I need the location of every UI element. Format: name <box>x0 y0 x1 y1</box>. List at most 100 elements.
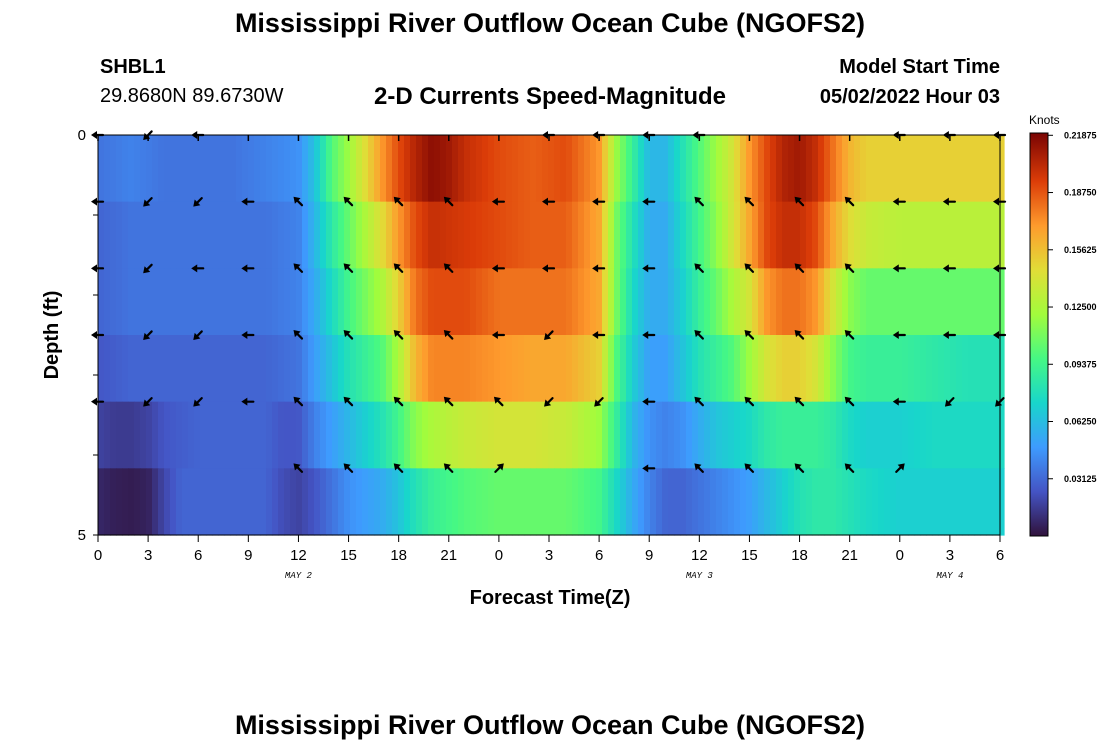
heatmap-cell <box>488 135 495 203</box>
heatmap-cell <box>758 135 765 203</box>
heatmap-cell <box>602 335 609 403</box>
current-arrow <box>844 196 855 207</box>
heatmap-cell <box>488 468 495 536</box>
heatmap-cell <box>332 401 339 469</box>
heatmap-cell <box>584 268 591 336</box>
heatmap-cell <box>518 468 525 536</box>
heatmap-cell <box>836 135 843 203</box>
heatmap-cell <box>734 335 741 403</box>
heatmap-cell <box>326 401 333 469</box>
heatmap-cell <box>548 135 555 203</box>
heatmap-cell <box>512 135 519 203</box>
heatmap-cell <box>530 201 537 269</box>
heatmap-cell <box>734 268 741 336</box>
heatmap-cell <box>644 335 651 403</box>
heatmap-cell <box>374 268 381 336</box>
heatmap-cell <box>98 335 105 403</box>
heatmap-cell <box>908 135 915 203</box>
heatmap-cell <box>446 268 453 336</box>
heatmap-cell <box>152 335 159 403</box>
heatmap-cell <box>806 468 813 536</box>
heatmap-cell <box>392 468 399 536</box>
x-tick-label: 9 <box>244 547 252 564</box>
heatmap-cell <box>710 401 717 469</box>
heatmap-cell <box>896 468 903 536</box>
heatmap-cell <box>182 401 189 469</box>
heatmap-cell <box>416 335 423 403</box>
heatmap-cell <box>968 268 975 336</box>
current-arrow <box>642 197 656 206</box>
heatmap-cell <box>674 468 681 536</box>
heatmap-cell <box>656 468 663 536</box>
heatmap-cell <box>122 268 129 336</box>
heatmap-cell <box>614 268 621 336</box>
heatmap-cell <box>356 135 363 203</box>
heatmap-cell <box>572 335 579 403</box>
heatmap-cell <box>950 468 957 536</box>
heatmap-cell <box>506 135 513 203</box>
heatmap-cell <box>224 335 231 403</box>
heatmap-cell <box>854 135 861 203</box>
heatmap-cell <box>674 335 681 403</box>
current-arrow <box>942 264 956 273</box>
heatmap-cell <box>242 401 249 469</box>
station-id: SHBL1 <box>100 56 166 78</box>
heatmap-cell <box>824 468 831 536</box>
heatmap-cell <box>512 268 519 336</box>
heatmap-cell <box>488 268 495 336</box>
heatmap-cell <box>284 401 291 469</box>
heatmap-cell <box>806 201 813 269</box>
current-arrow <box>892 197 906 206</box>
heatmap-cell <box>842 468 849 536</box>
heatmap-cell <box>860 201 867 269</box>
heatmap-cell <box>938 135 945 203</box>
heatmap-cell <box>326 201 333 269</box>
heatmap-cell <box>422 468 429 536</box>
heatmap-cell <box>710 135 717 203</box>
colorbar-tick-label: 0.12500 <box>1064 302 1097 312</box>
current-arrow <box>744 463 755 473</box>
heatmap-cell <box>428 135 435 203</box>
heatmap-cell <box>710 268 717 336</box>
heatmap-cell <box>470 335 477 403</box>
heatmap-cell <box>350 135 357 203</box>
heatmap-cell <box>968 468 975 536</box>
heatmap-cell <box>848 201 855 269</box>
x-tick-label: 15 <box>340 547 357 564</box>
x-tick-label: 21 <box>841 547 858 564</box>
heatmap-cell <box>302 468 309 536</box>
heatmap-cell <box>992 468 999 536</box>
heatmap-cell <box>326 468 333 536</box>
current-arrow <box>293 196 304 207</box>
heatmap-cell <box>560 401 567 469</box>
heatmap-cell <box>524 468 531 536</box>
heatmap-cell <box>878 401 885 469</box>
heatmap-cell <box>428 201 435 269</box>
heatmap-cell <box>674 135 681 203</box>
heatmap-cell <box>596 201 603 269</box>
heatmap-cell <box>674 401 681 469</box>
heatmap-cell <box>614 468 621 536</box>
heatmap-cell <box>656 201 663 269</box>
heatmap-cell <box>722 335 729 403</box>
heatmap-cell <box>644 135 651 203</box>
heatmap-cell <box>134 268 141 336</box>
heatmap-cell <box>434 201 441 269</box>
heatmap-cell <box>116 335 123 403</box>
heatmap-cell <box>668 468 675 536</box>
heatmap-cell <box>314 401 321 469</box>
heatmap-cell <box>536 468 543 536</box>
heatmap-cell <box>386 201 393 269</box>
heatmap-cell <box>104 201 111 269</box>
heatmap-cell <box>632 401 639 469</box>
heatmap-cell <box>782 201 789 269</box>
heatmap-cell <box>800 401 807 469</box>
heatmap-cell <box>986 401 993 469</box>
current-arrow <box>191 264 205 273</box>
current-arrow <box>241 197 255 206</box>
heatmap-cell <box>692 468 699 536</box>
heatmap-cell <box>134 401 141 469</box>
heatmap-cell <box>302 335 309 403</box>
heatmap-cell <box>920 468 927 536</box>
heatmap-cell <box>740 268 747 336</box>
